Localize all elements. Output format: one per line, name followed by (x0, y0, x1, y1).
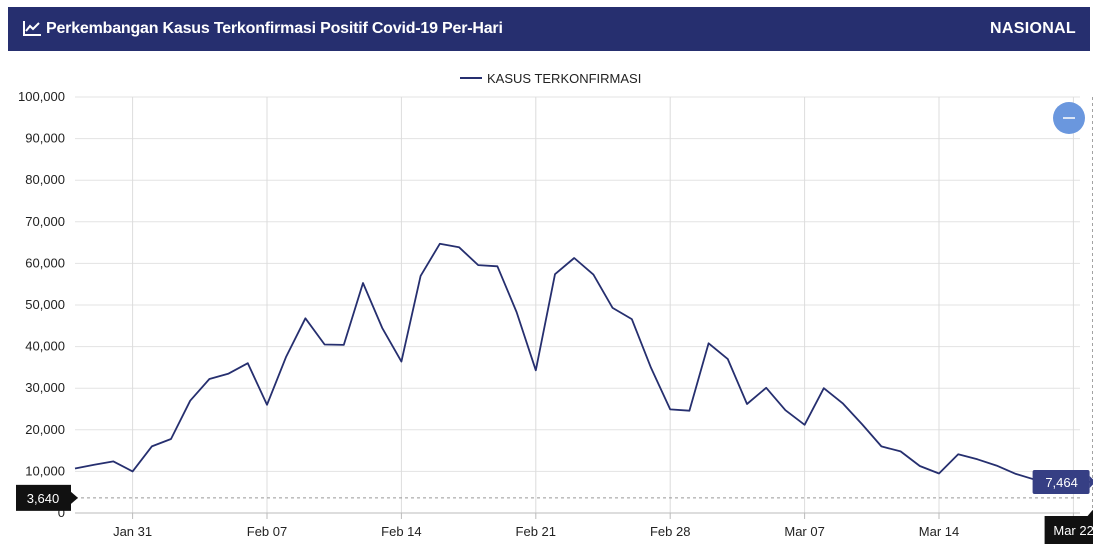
legend-label[interactable]: KASUS TERKONFIRMASI (487, 71, 641, 86)
point-value-label: 7,464 (1045, 475, 1078, 490)
region-label[interactable]: NASIONAL (990, 20, 1076, 37)
x-tick-label: Jan 31 (113, 524, 152, 539)
x-tick-label: Feb 07 (247, 524, 287, 539)
line-chart-svg[interactable]: 0 10,000 20,000 30,000 40,000 50,000 60,000 70,… (0, 51, 1093, 551)
series-line[interactable] (74, 242, 1093, 483)
crosshair-y-badge (16, 484, 71, 511)
chart-title: Perkembangan Kasus Terkonfirmasi Positif… (46, 20, 503, 37)
y-tick-label: 50,000 (25, 297, 65, 312)
y-tick-label: 60,000 (25, 255, 65, 270)
y-tick-label: 10,000 (25, 463, 65, 478)
y-tick-label: 70,000 (25, 214, 65, 229)
crosshair-x-badge (1044, 516, 1093, 544)
x-tick-label: Mar 14 (919, 524, 959, 539)
y-tick-label: 100,000 (18, 89, 65, 104)
series-layer (74, 242, 1093, 483)
grid-lines (75, 96, 1080, 514)
y-tick-label: 80,000 (25, 172, 65, 187)
crosshair-overlay: 3,640 Mar 22 7,464 (16, 97, 1093, 544)
crosshair-y-badge-arrow (71, 491, 78, 504)
y-tick-label: 20,000 (25, 422, 65, 437)
point-value-badge (1032, 469, 1090, 494)
x-axis: Jan 31 Feb 07 Feb 14 Feb 21 Feb 28 Mar 07 Mar … (75, 512, 1080, 539)
point-value-badge-arrow (1089, 475, 1093, 488)
y-tick-label: 30,000 (25, 380, 65, 395)
chart-title-wrap: Perkembangan Kasus Terkonfirmasi Positif… (22, 19, 503, 39)
chart-line-icon (22, 19, 42, 39)
x-tick-label: Feb 28 (650, 524, 690, 539)
zoom-out-button[interactable] (1053, 102, 1085, 134)
y-tick-label: 90,000 (25, 131, 65, 146)
y-tick-label: 40,000 (25, 339, 65, 354)
x-tick-label: Mar 07 (784, 524, 824, 539)
legend: KASUS TERKONFIRMASI (460, 71, 641, 86)
x-tick-label: Feb 21 (516, 524, 556, 539)
y-axis: 0 10,000 20,000 30,000 40,000 50,000 60,000 70,… (18, 89, 65, 520)
chart-header: Perkembangan Kasus Terkonfirmasi Positif… (8, 7, 1090, 51)
y-tick-label: 0 (58, 505, 65, 520)
x-tick-label: Feb 14 (381, 524, 421, 539)
crosshair-y-label: 3,640 (27, 491, 60, 506)
crosshair-x-label: Mar 22 (1053, 523, 1093, 538)
crosshair-x-badge-arrow (1087, 510, 1093, 516)
chart-area[interactable]: 0 10,000 20,000 30,000 40,000 50,000 60,000 70,… (0, 51, 1093, 551)
